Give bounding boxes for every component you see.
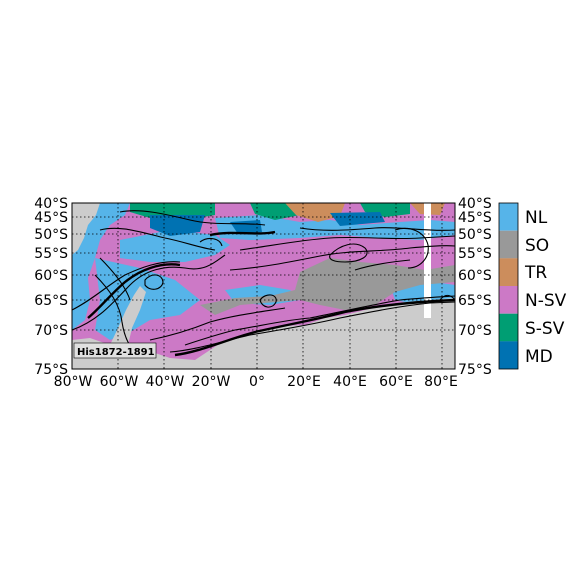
legend-label-so: SO: [525, 236, 549, 256]
legend-swatch-md: [499, 341, 518, 369]
lon-tick: 0°: [249, 374, 265, 390]
region-s-sv-2: [250, 203, 300, 220]
lat-tick-left: 40°S: [34, 196, 68, 212]
legend-label-md: MD: [525, 347, 553, 367]
lat-tick-left: 45°S: [34, 210, 68, 226]
legend-swatch-so: [499, 230, 518, 259]
lat-tick-left: 75°S: [34, 362, 68, 378]
map-plot-area: [72, 203, 455, 369]
lon-tick: 20°E: [287, 374, 321, 390]
region-md-3: [330, 212, 385, 226]
panel-label-box: [73, 342, 157, 359]
colorbar-frame: [498, 202, 519, 370]
lat-tick-right: 65°S: [458, 293, 492, 309]
legend-swatch-s-sv: [499, 313, 518, 342]
lat-ticks-left: 40°S 45°S 50°S 55°S 60°S 65°S 70°S 75°S: [34, 196, 68, 378]
legend-label-nl: NL: [525, 208, 548, 228]
lat-tick-right: 75°S: [458, 362, 492, 378]
lat-tick-left: 55°S: [34, 246, 68, 262]
lat-tick-right: 60°S: [458, 268, 492, 284]
lat-tick-left: 50°S: [34, 227, 68, 243]
legend-swatch-nl: [499, 203, 518, 231]
lon-tick: 40°W: [146, 374, 185, 390]
legend-label-tr: TR: [524, 263, 547, 283]
land-antarctic-peninsula: [110, 286, 146, 345]
land-south-america: [72, 203, 100, 255]
lon-tick: 80°E: [424, 374, 458, 390]
region-so: [200, 258, 455, 315]
lon-tick: 40°E: [333, 374, 367, 390]
map-frame: [71, 202, 456, 370]
region-nl-west: [72, 203, 130, 330]
lat-tick-right: 55°S: [458, 246, 492, 262]
lat-tick-left: 65°S: [34, 293, 68, 309]
lat-tick-left: 70°S: [34, 323, 68, 339]
legend-swatch-n-sv: [499, 286, 518, 314]
lon-ticks: 80°W 60°W 40°W 20°W 0° 20°E 40°E 60°E 80…: [54, 374, 458, 390]
lon-tick: 60°E: [379, 374, 413, 390]
lon-tick: 80°W: [54, 374, 93, 390]
legend-label-n-sv: N-SV: [525, 291, 567, 311]
lon-tick: 60°W: [100, 374, 139, 390]
lat-tick-right: 50°S: [458, 227, 492, 243]
legend-label-s-sv: S-SV: [525, 319, 565, 339]
region-nl-drake: [120, 230, 230, 262]
lat-tick-right: 40°S: [458, 196, 492, 212]
missing-data-strip: [424, 203, 431, 318]
lon-tick: 20°W: [192, 374, 231, 390]
lat-tick-left: 60°S: [34, 268, 68, 284]
colorbar-legend: NL SO TR N-SV S-SV MD: [498, 202, 567, 370]
lat-tick-right: 70°S: [458, 323, 492, 339]
region-tr-1: [285, 203, 345, 222]
land-antarctica: [72, 298, 455, 369]
lat-ticks-right: 40°S 45°S 50°S 55°S 60°S 65°S 70°S 75°S: [458, 196, 492, 378]
legend-swatch-tr: [499, 258, 518, 286]
lat-tick-right: 45°S: [458, 210, 492, 226]
region-nl-north: [215, 215, 455, 240]
panel-label: His1872-1891: [77, 347, 155, 358]
